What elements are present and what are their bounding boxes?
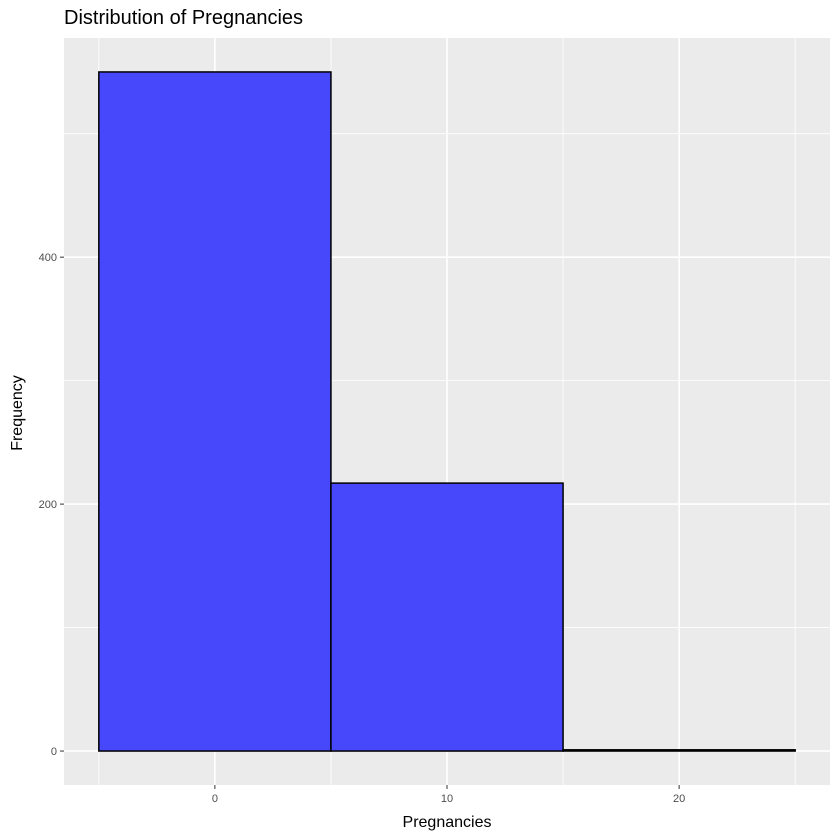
y-axis-title: Frequency <box>9 375 26 451</box>
y-tick-label: 0 <box>51 746 57 758</box>
y-axis-ticks: 0 200 400 <box>39 252 64 758</box>
x-axis-ticks: 0 10 20 <box>212 785 685 805</box>
histogram-bar <box>98 71 332 752</box>
x-tick-label: 0 <box>212 793 218 805</box>
bars <box>98 71 796 752</box>
histogram-bar <box>562 749 796 752</box>
x-tick-label: 20 <box>673 793 685 805</box>
y-tick-label: 400 <box>39 252 57 264</box>
histogram-bar <box>330 482 564 752</box>
x-axis-title: Pregnancies <box>403 814 492 831</box>
chart-title: Distribution of Pregnancies <box>64 7 303 29</box>
x-tick-label: 10 <box>441 793 453 805</box>
y-tick-label: 200 <box>39 499 57 511</box>
